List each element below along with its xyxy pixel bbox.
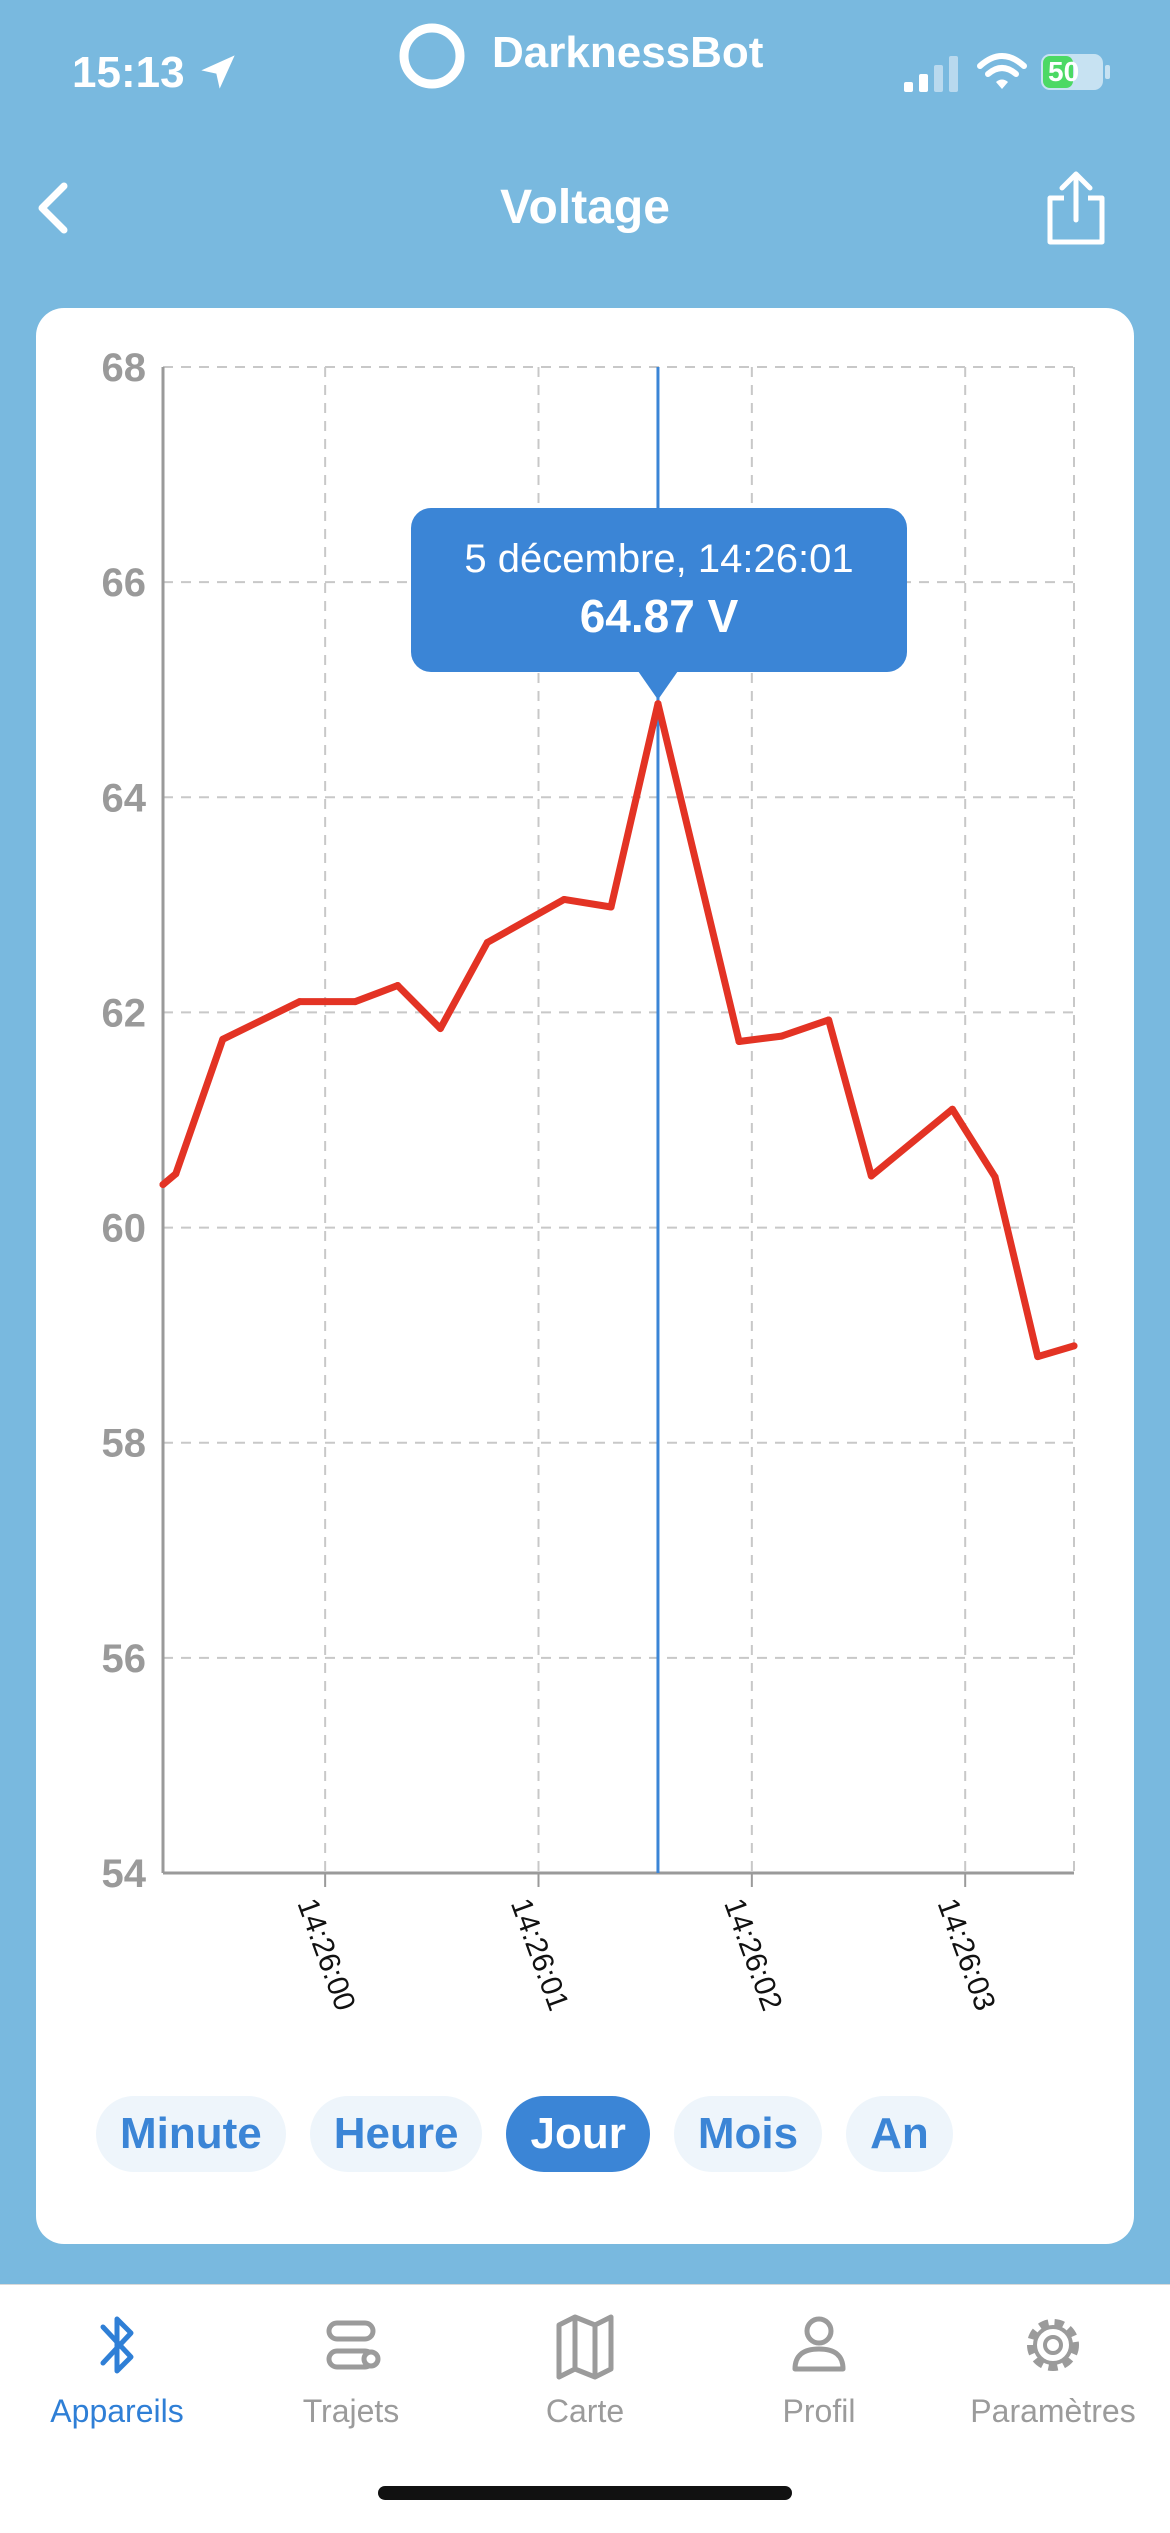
- range-mois-button[interactable]: Mois: [673, 2096, 823, 2172]
- y-tick-label: 64: [102, 776, 147, 820]
- chart-card: 54 56 58 60 62 64 66 68 14:26:00 14:26:01 14:26:02…: [36, 308, 1134, 2244]
- data-point: [867, 1172, 875, 1180]
- status-time: 15:13: [72, 48, 185, 97]
- y-tick-label: 66: [102, 561, 147, 605]
- app-logo-icon: [399, 23, 465, 89]
- data-point: [172, 1170, 180, 1178]
- data-point: [991, 1173, 999, 1181]
- range-minute-button[interactable]: Minute: [96, 2096, 286, 2172]
- tooltip-value: 64.87 V: [580, 590, 739, 642]
- tooltip-pointer: [637, 671, 678, 700]
- data-point: [1070, 1342, 1078, 1350]
- range-jour-button[interactable]: Jour: [506, 2096, 650, 2172]
- y-tick-label: 58: [102, 1422, 147, 1466]
- data-point: [219, 1035, 227, 1043]
- map-icon: [556, 2314, 614, 2380]
- data-point: [159, 1181, 167, 1189]
- x-tick-label: 14:26:02: [717, 1894, 788, 2015]
- profile-icon: [792, 2316, 846, 2372]
- app-name: DarknessBot: [492, 28, 764, 77]
- voltage-line: [159, 700, 1078, 1361]
- tooltip-box: [411, 508, 907, 672]
- data-point: [607, 903, 615, 911]
- tab-label: Carte: [545, 2393, 625, 2429]
- range-an-button[interactable]: An: [846, 2096, 953, 2172]
- wifi-icon: [977, 53, 1027, 89]
- data-point: [483, 939, 491, 947]
- y-tick-label: 62: [102, 991, 147, 1035]
- data-point: [948, 1105, 956, 1113]
- voltage-chart[interactable]: 54 56 58 60 62 64 66 68 14:26:00 14:26:01 14:26:02…: [36, 308, 1134, 2088]
- x-tick-label: 14:26:01: [504, 1894, 575, 2015]
- tab-appareils[interactable]: Appareils: [0, 2285, 234, 2465]
- data-point: [560, 895, 568, 903]
- x-tick-label: 14:26:03: [931, 1894, 1002, 2015]
- cellular-signal-icon: [904, 56, 958, 92]
- data-point: [436, 1025, 444, 1033]
- x-tick-label: 14:26:00: [291, 1894, 362, 2015]
- range-heure-button[interactable]: Heure: [309, 2096, 483, 2172]
- range-selector: Minute Heure Jour Mois An: [96, 2096, 953, 2176]
- data-point: [654, 700, 662, 708]
- page-title: Voltage: [500, 181, 670, 234]
- status-bar: 15:13 DarknessBot 50: [0, 0, 1170, 140]
- navigation-bar: Voltage: [0, 140, 1170, 280]
- tab-label: Trajets: [302, 2393, 400, 2429]
- tab-profil[interactable]: Profil: [702, 2285, 936, 2465]
- data-point: [1034, 1353, 1042, 1361]
- tab-paramètres[interactable]: Paramètres: [936, 2285, 1170, 2465]
- home-indicator: [378, 2486, 792, 2500]
- back-button[interactable]: [24, 176, 88, 240]
- data-point: [778, 1032, 786, 1040]
- tab-label: Profil: [782, 2393, 856, 2429]
- tooltip-date: 5 décembre, 14:26:01: [464, 537, 853, 581]
- data-point: [351, 998, 359, 1006]
- route-icon: [326, 2320, 381, 2370]
- battery-icon: [1041, 54, 1110, 90]
- tab-label: Appareils: [50, 2393, 184, 2429]
- battery-level: 50: [1048, 56, 1080, 87]
- share-button[interactable]: [1040, 168, 1112, 248]
- tab-label: Paramètres: [970, 2393, 1136, 2429]
- data-point: [735, 1037, 743, 1045]
- tab-trajets[interactable]: Trajets: [234, 2285, 468, 2465]
- bluetooth-icon: [100, 2316, 134, 2374]
- data-point: [394, 982, 402, 990]
- data-point: [296, 998, 304, 1006]
- location-arrow-icon: [201, 55, 235, 89]
- data-point: [825, 1016, 833, 1024]
- y-tick-label: 60: [102, 1207, 147, 1251]
- y-tick-label: 54: [102, 1852, 147, 1896]
- y-tick-label: 56: [102, 1637, 147, 1681]
- tab-carte[interactable]: Carte: [468, 2285, 702, 2465]
- y-tick-label: 68: [102, 346, 147, 390]
- gear-icon: [1027, 2319, 1079, 2371]
